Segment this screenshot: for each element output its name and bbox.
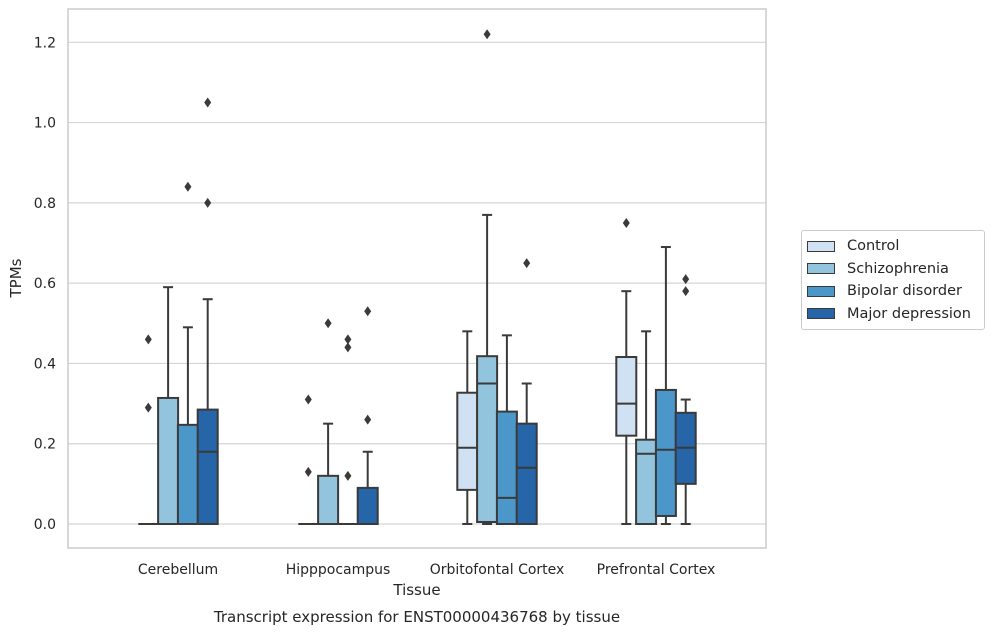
box-body (456, 391, 479, 491)
y-tick-label: 1.0 (34, 116, 56, 132)
box-major-depression-1 (356, 306, 379, 525)
outlier-point (364, 306, 372, 317)
box-body (495, 410, 518, 525)
y-axis-ticks: 0.0 0.2 0.4 0.6 0.8 1.0 1.2 (34, 35, 56, 533)
legend-item-major-depression: Major depression (802, 303, 984, 326)
legend-label-control: Control (847, 238, 900, 255)
outlier-point (483, 29, 491, 40)
outlier-point (144, 334, 152, 345)
x-axis-title: Tissue (392, 581, 440, 599)
plot-area-frame (67, 8, 767, 549)
box-body (654, 388, 677, 517)
y-tick-label: 0.8 (34, 196, 56, 212)
box-schizophrenia-3 (635, 330, 658, 526)
box-control-3 (615, 217, 638, 525)
box-bipolar-disorder-1 (337, 334, 358, 525)
legend-item-control: Control (802, 235, 984, 258)
legend-swatch-schizophrenia (807, 263, 835, 275)
outlier-point (304, 466, 312, 477)
box-bipolar-disorder-3 (654, 246, 677, 525)
legend-swatch-control (807, 240, 835, 252)
outlier-point (344, 334, 352, 345)
box-body (176, 423, 199, 526)
y-axis-title: TPMs (7, 258, 25, 298)
outlier-point (324, 318, 332, 329)
legend: Control Schizophrenia Bipolar disorder M… (801, 230, 985, 330)
box-schizophrenia-0 (157, 286, 180, 525)
box-body (515, 422, 538, 526)
box-bipolar-disorder-0 (176, 181, 199, 526)
outlier-point (144, 402, 152, 413)
outlier-point (682, 286, 690, 297)
box-major-depression-0 (196, 97, 219, 525)
box-body (157, 396, 180, 525)
box-schizophrenia-2 (476, 29, 499, 525)
x-tick-label: Hipppocampus (286, 562, 391, 578)
box-schizophrenia-1 (317, 318, 340, 525)
legend-item-bipolar-disorder: Bipolar disorder (802, 280, 984, 303)
y-tick-label: 0.0 (34, 517, 56, 533)
box-control-0 (138, 334, 159, 525)
y-tick-label: 0.6 (34, 276, 56, 292)
box-body (317, 474, 340, 525)
legend-item-schizophrenia: Schizophrenia (802, 258, 984, 281)
outlier-point (523, 258, 531, 269)
outlier-point (622, 217, 630, 228)
outlier-point (682, 274, 690, 285)
box-major-depression-3 (674, 274, 697, 525)
box-body (196, 408, 219, 525)
legend-label-schizophrenia: Schizophrenia (847, 260, 949, 277)
legend-label-bipolar-disorder: Bipolar disorder (847, 283, 962, 300)
outlier-point (344, 470, 352, 481)
box-major-depression-2 (515, 258, 538, 526)
chart-title: Transcript expression for ENST0000043676… (213, 608, 620, 626)
x-axis-ticks: Cerebellum Hipppocampus Orbitofontal Corte… (138, 562, 715, 578)
x-tick-label: Cerebellum (138, 562, 218, 578)
box-body (476, 355, 499, 523)
x-tick-label: Prefrontal Cortex (597, 562, 716, 578)
legend-label-major-depression: Major depression (847, 305, 971, 322)
box-control-2 (456, 330, 479, 525)
y-tick-label: 0.2 (34, 437, 56, 453)
outlier-point (364, 414, 372, 425)
legend-swatch-bipolar-disorder (807, 285, 835, 297)
box-body (615, 356, 638, 437)
outlier-point (344, 342, 352, 353)
legend-swatch-major-depression (807, 308, 835, 320)
outlier-point (204, 197, 212, 208)
boxes (138, 29, 697, 526)
box-body (356, 486, 379, 525)
y-tick-label: 1.2 (34, 35, 56, 51)
box-body (635, 438, 658, 526)
outlier-point (184, 181, 192, 192)
outlier-point (304, 394, 312, 405)
y-tick-label: 0.4 (34, 356, 56, 372)
box-control-1 (298, 394, 319, 525)
x-tick-label: Orbitofontal Cortex (430, 562, 565, 578)
outlier-point (204, 97, 212, 108)
